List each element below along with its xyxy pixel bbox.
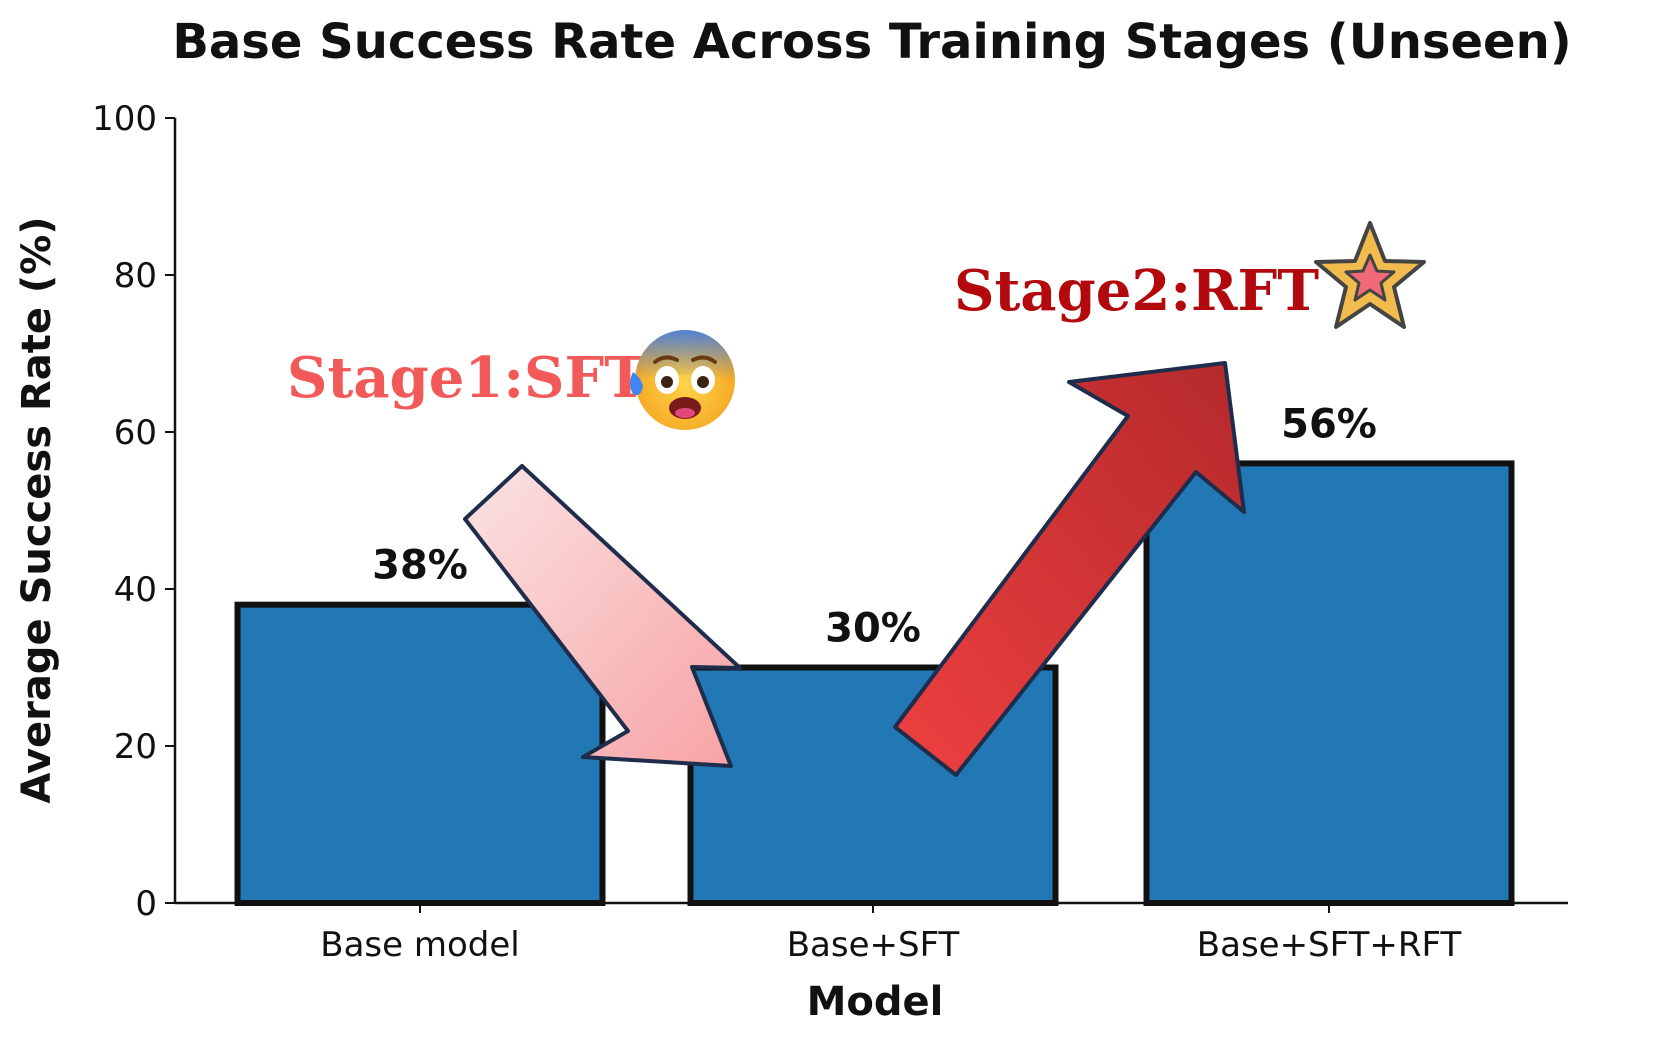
stage1-label: Stage1:SFT (287, 345, 646, 411)
x-axis-label: Model (807, 979, 944, 1025)
stage1-down-arrow (463, 464, 742, 768)
chart-title: Base Success Rate Across Training Stages… (172, 14, 1571, 70)
stage2-label: Stage2:RFT (954, 258, 1319, 324)
x-tick-label: Base+SFT (787, 925, 960, 965)
data-label: 38% (372, 543, 468, 589)
stage2-up-arrow (893, 361, 1246, 777)
data-label: 30% (825, 606, 921, 652)
y-tick-label: 40 (114, 570, 157, 610)
y-tick-label: 20 (114, 727, 157, 767)
y-tick-label: 0 (135, 884, 157, 924)
y-tick-label: 100 (92, 99, 157, 139)
x-tick-label: Base model (320, 925, 519, 965)
y-axis-label: Average Success Rate (%) (14, 216, 60, 803)
y-tick-label: 80 (114, 256, 157, 296)
data-label: 56% (1281, 401, 1377, 447)
data-labels-group: 38% 30% 56% (372, 401, 1377, 651)
bar-base-model (234, 601, 606, 906)
x-ticks-group: Base model Base+SFT Base+SFT+RFT (320, 903, 1461, 965)
anxious-face-with-sweat-icon (630, 330, 735, 430)
x-tick-label: Base+SFT+RFT (1197, 925, 1462, 965)
star-icon (1314, 221, 1426, 329)
bars-group (234, 460, 1515, 906)
y-ticks-group: 0 20 40 60 80 100 (92, 99, 175, 924)
y-tick-label: 60 (114, 413, 157, 453)
bar-base-sft-rft (1143, 460, 1515, 906)
